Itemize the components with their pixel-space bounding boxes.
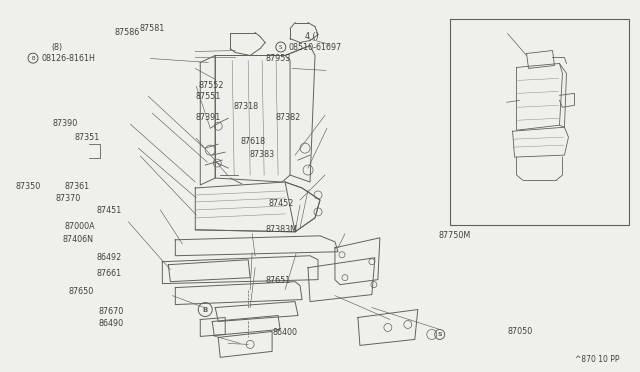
Text: 87551: 87551 [195, 92, 221, 101]
Text: 87383M: 87383M [266, 225, 298, 234]
Text: 87050: 87050 [507, 327, 532, 336]
Text: B: B [31, 56, 35, 61]
Text: (8): (8) [52, 43, 63, 52]
Text: S: S [279, 45, 282, 49]
Text: 08126-8161H: 08126-8161H [41, 54, 95, 62]
Text: 87370: 87370 [55, 194, 81, 203]
Text: ^870 10 PP: ^870 10 PP [575, 355, 620, 364]
Text: 87586: 87586 [115, 28, 140, 37]
Text: 87750M: 87750M [438, 231, 470, 240]
Text: 87953: 87953 [266, 54, 291, 62]
Text: 87650: 87650 [68, 288, 93, 296]
Text: 87618: 87618 [240, 137, 266, 147]
Text: 86400: 86400 [272, 328, 297, 337]
Text: 87390: 87390 [52, 119, 77, 128]
Text: 08510-61697: 08510-61697 [289, 42, 342, 51]
Text: 87452: 87452 [269, 199, 294, 208]
Text: 87670: 87670 [99, 307, 124, 316]
Text: 87351: 87351 [74, 132, 100, 142]
Text: 86492: 86492 [97, 253, 122, 262]
Text: 86490: 86490 [99, 320, 124, 328]
Text: 87651: 87651 [266, 276, 291, 285]
Text: 87661: 87661 [97, 269, 122, 278]
Text: S: S [437, 332, 442, 337]
Text: 87361: 87361 [65, 182, 90, 190]
Text: 87451: 87451 [97, 206, 122, 215]
Text: 87406N: 87406N [62, 235, 93, 244]
Text: 87552: 87552 [198, 81, 224, 90]
Text: B: B [203, 307, 208, 312]
Text: 87383: 87383 [250, 150, 275, 159]
Text: 4 (): 4 () [305, 32, 318, 41]
Text: 87391: 87391 [195, 113, 221, 122]
Text: 87382: 87382 [275, 113, 301, 122]
Text: 87350: 87350 [15, 182, 40, 190]
Text: 87581: 87581 [140, 24, 165, 33]
Text: 87318: 87318 [234, 102, 259, 111]
Text: 87000A: 87000A [65, 222, 95, 231]
